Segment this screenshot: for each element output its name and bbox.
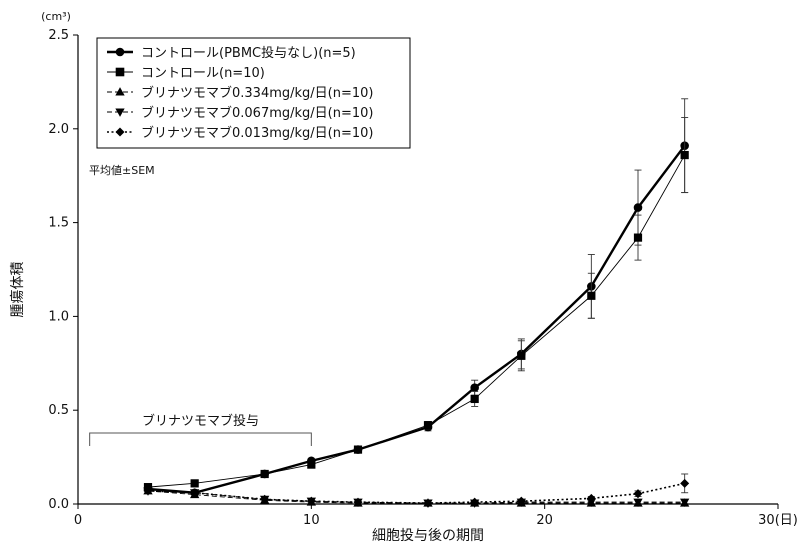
legend-marker — [115, 108, 125, 117]
series-line — [147, 154, 686, 488]
x-tick-label: 20 — [536, 513, 553, 528]
legend-marker — [115, 47, 125, 57]
data-point — [633, 498, 643, 507]
data-point — [353, 445, 363, 454]
y-tick-label: 0.5 — [48, 403, 69, 418]
x-unit-label: 30(日) — [758, 513, 798, 528]
series-1 — [143, 98, 689, 498]
y-tick-label: 1.0 — [48, 309, 69, 324]
x-axis-title: 細胞投与後の期間 — [372, 528, 484, 544]
data-point — [633, 489, 643, 499]
legend-label: コントロール(n=10) — [141, 66, 265, 81]
legend-label: ブリナツモマブ0.013mg/kg/日(n=10) — [141, 125, 374, 141]
data-point — [517, 351, 526, 360]
y-tick-label: 2.0 — [48, 122, 69, 137]
data-point — [260, 494, 270, 504]
series-line — [147, 144, 686, 494]
legend-marker — [115, 87, 125, 96]
treatment-bracket — [89, 432, 312, 446]
x-tick-label: 10 — [303, 513, 320, 528]
series-5 — [143, 473, 690, 508]
data-point — [306, 496, 316, 506]
data-point — [423, 421, 433, 430]
series-line — [147, 482, 685, 504]
data-point — [516, 496, 526, 506]
y-unit-label: (cm³) — [41, 10, 71, 23]
data-point — [143, 486, 153, 496]
data-point — [633, 203, 643, 212]
legend-label: ブリナツモマブ0.067mg/kg/日(n=10) — [141, 105, 374, 121]
data-series — [143, 98, 690, 508]
series-2 — [143, 117, 689, 492]
data-point — [633, 233, 643, 242]
data-point — [423, 498, 433, 508]
y-tick-label: 1.5 — [48, 216, 69, 231]
data-point — [307, 460, 316, 469]
legend-label: ブリナツモマブ0.334mg/kg/日(n=10) — [141, 85, 374, 101]
y-axis-title: 腫瘍体積 — [9, 262, 26, 318]
data-point — [470, 394, 479, 404]
x-tick-label: 0 — [74, 513, 82, 528]
series-line — [147, 490, 685, 504]
data-point — [260, 469, 269, 479]
legend-box — [96, 37, 411, 149]
data-point — [680, 498, 690, 507]
data-point — [470, 497, 480, 507]
stat-note: 平均値±SEM — [89, 164, 155, 177]
legend-marker — [115, 127, 125, 137]
y-tick-label: 0.0 — [48, 497, 69, 512]
data-point — [586, 493, 596, 503]
data-point — [680, 478, 690, 488]
y-tick-label: 2.5 — [48, 28, 69, 43]
legend-marker — [115, 67, 125, 77]
legend-label: コントロール(PBMC投与なし)(n=5) — [141, 45, 356, 61]
data-point — [353, 497, 363, 507]
treatment-period-annotation: ブリナツモマブ投与 — [89, 413, 312, 446]
axis-ticks: 0.0 0.5 1.0 1.5 2.0 2.5 0 10 20 — [48, 28, 779, 528]
legend: コントロール(PBMC投与なし)(n=5) コントロール(n=10) ブリナツモマブ… — [96, 37, 411, 149]
data-point — [587, 291, 596, 300]
data-point — [470, 383, 479, 392]
data-point — [680, 150, 689, 160]
data-point — [190, 479, 199, 488]
treatment-label: ブリナツモマブ投与 — [142, 413, 259, 429]
data-point — [190, 488, 200, 498]
